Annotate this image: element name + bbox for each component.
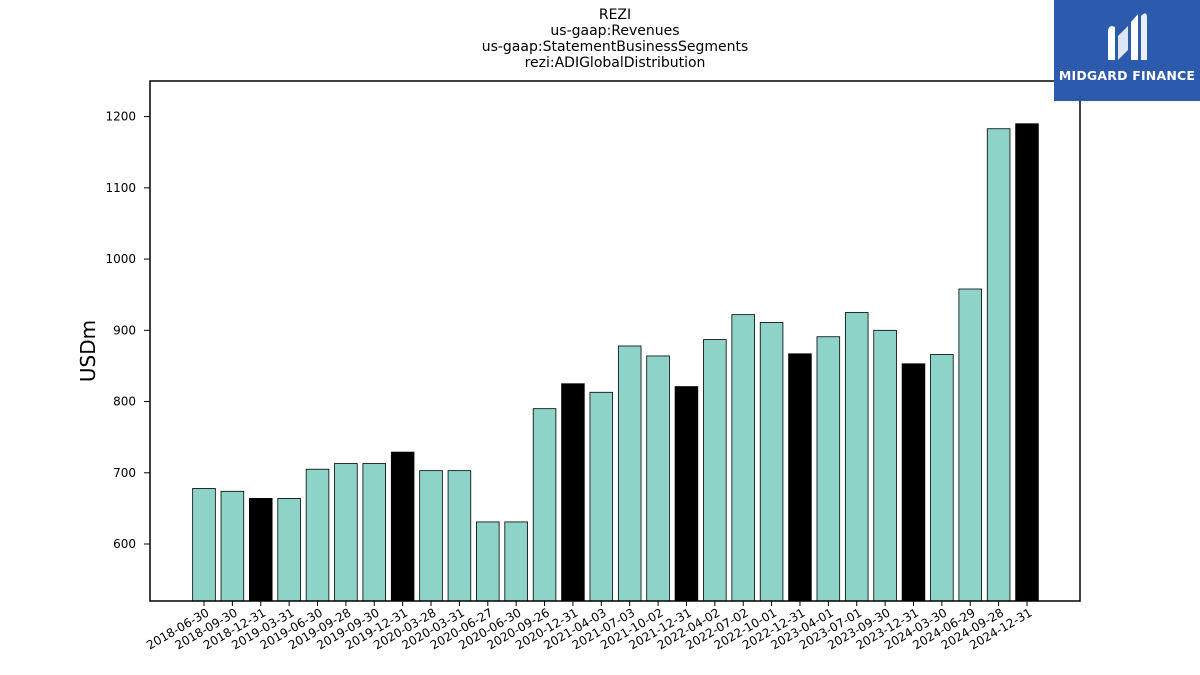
y-axis-label: USDm — [76, 320, 100, 382]
bar — [476, 521, 500, 602]
bar — [305, 468, 330, 602]
y-tick-label: 1200 — [105, 110, 136, 124]
bar — [844, 312, 869, 602]
bar — [532, 408, 557, 602]
bar — [930, 354, 954, 602]
bar — [390, 451, 415, 602]
bar — [873, 329, 897, 602]
midgard-logo-icon — [1108, 13, 1147, 61]
bar — [220, 490, 245, 602]
chart-title: REZI us-gaap:Revenues us-gaap:StatementB… — [400, 7, 830, 71]
bar — [986, 128, 1011, 602]
chart-title-line: us-gaap:Revenues — [550, 23, 680, 39]
y-tick-label: 1100 — [105, 181, 136, 195]
logo-text: MIDGARD FINANCE — [1058, 68, 1196, 83]
chart-title-line: REZI — [598, 7, 632, 23]
bar — [561, 383, 585, 602]
bar — [589, 391, 614, 602]
bar — [249, 498, 273, 602]
bar — [646, 355, 670, 602]
bar — [447, 470, 472, 602]
y-tick-label: 800 — [113, 395, 136, 409]
brand-logo: MIDGARD FINANCE — [1054, 0, 1200, 101]
y-tick-label: 600 — [113, 537, 136, 551]
bar — [901, 363, 926, 602]
y-tick-label: 1000 — [105, 252, 136, 266]
bar — [617, 345, 642, 602]
bar — [816, 336, 841, 602]
bar — [703, 339, 727, 602]
bar — [731, 314, 755, 602]
y-tick-label: 900 — [113, 323, 136, 337]
chart-title-line: us-gaap:StatementBusinessSegments — [481, 39, 749, 55]
plot-frame — [149, 80, 1081, 602]
bar — [958, 288, 982, 602]
bars-layer — [192, 123, 1039, 602]
bar — [419, 470, 443, 602]
bar — [504, 521, 528, 602]
y-tick-label: 700 — [113, 466, 136, 480]
bar — [759, 322, 784, 602]
bar — [334, 463, 358, 602]
bar — [1015, 123, 1039, 602]
bar — [362, 463, 387, 602]
bar — [788, 353, 812, 602]
bar — [277, 498, 301, 602]
bar — [192, 488, 216, 602]
x-axis-ticks: 2018-06-302018-09-302018-12-312019-03-31… — [144, 601, 1035, 652]
bar — [674, 386, 699, 602]
chart-title-line: rezi:ADIGlobalDistribution — [524, 55, 706, 71]
y-axis-ticks: 600 700 800 900 1000 1100 1200 — [105, 110, 150, 551]
